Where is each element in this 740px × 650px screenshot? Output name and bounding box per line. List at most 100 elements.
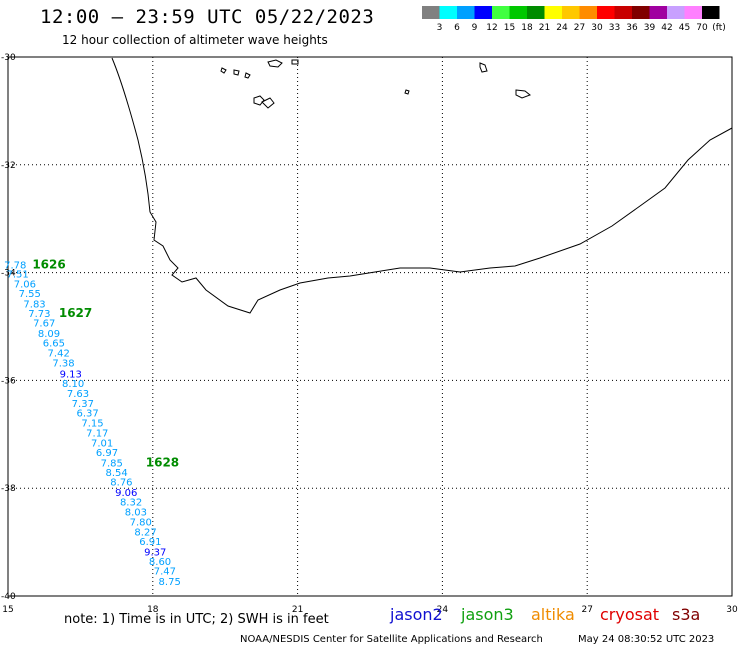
observation-labels: 7.787.517.067.557.837.737.678.096.657.42… [4, 258, 181, 588]
credit-line: NOAA/NESDIS Center for Satellite Applica… [240, 634, 543, 645]
legend-bin-label: 42 [661, 23, 672, 33]
legend-bin-label: 70 [696, 23, 708, 33]
wave-height-value: 9.13 [60, 369, 82, 380]
wave-height-value: 9.06 [115, 488, 137, 499]
wave-height-value: 8.32 [120, 498, 142, 509]
legend-bin-label: 27 [574, 23, 585, 33]
legend-jason3: jason3 [461, 605, 514, 624]
legend-swatch [632, 6, 650, 19]
legend-swatch [527, 6, 545, 19]
legend-swatch [439, 6, 457, 19]
coastline [111, 57, 733, 314]
wave-height-value: 6.37 [77, 409, 99, 420]
legend-s3a: s3a [672, 605, 701, 624]
lat-lon-grid: 15 18 21 24 27 30 -30 -32 -34 -36 -38 -40 [1, 53, 738, 615]
lat-tick-label: -34 [1, 269, 16, 279]
legend-swatch [422, 6, 440, 19]
time-label: 1626 [32, 258, 65, 272]
wave-height-value: 7.51 [7, 270, 29, 281]
wave-height-value: 7.06 [14, 279, 36, 290]
legend-swatch [562, 6, 580, 19]
legend-swatch [684, 6, 702, 19]
legend-swatch [667, 6, 685, 19]
footer-note: note: 1) Time is in UTC; 2) SWH is in fe… [64, 612, 329, 627]
island [220, 67, 227, 74]
legend-swatch [509, 6, 527, 19]
legend-bin-label: 3 [437, 23, 443, 33]
wave-height-value: 7.83 [23, 299, 45, 310]
wave-height-value: 7.67 [33, 319, 55, 330]
wave-height-value: 7.37 [72, 399, 94, 410]
island [253, 95, 265, 106]
legend-unit-label: (ft) [712, 23, 726, 33]
wave-height-value: 6.65 [43, 339, 65, 350]
island [479, 62, 488, 73]
legend-bin-label: 36 [626, 23, 638, 33]
wave-height-value: 7.85 [101, 458, 123, 469]
time-label: 1627 [59, 306, 92, 320]
island [261, 97, 275, 109]
lon-tick-label: 21 [292, 605, 303, 615]
legend-bin-label: 6 [454, 23, 460, 33]
legend-bin-label: 12 [486, 23, 497, 33]
wave-height-value: 9.37 [144, 547, 166, 558]
legend-swatch [597, 6, 615, 19]
legend-swatch [474, 6, 492, 19]
wave-height-value: 7.01 [91, 438, 113, 449]
legend-swatch [649, 6, 667, 19]
wave-height-value: 7.17 [86, 429, 108, 440]
legend-bin-label: 9 [472, 23, 478, 33]
lat-tick-label: -40 [1, 592, 16, 602]
wave-height-value: 8.76 [110, 478, 132, 489]
wave-height-value: 7.78 [4, 261, 26, 272]
lon-tick-label: 15 [2, 605, 13, 615]
wave-height-value: 8.09 [38, 329, 60, 340]
wave-height-value: 8.27 [134, 527, 156, 538]
wave-height-value: 7.42 [48, 348, 70, 359]
wave-height-value: 7.38 [52, 359, 74, 370]
wave-height-value: 8.60 [149, 557, 171, 568]
legend-bin-label: 24 [556, 23, 568, 33]
island [291, 59, 299, 65]
lat-tick-label: -36 [1, 376, 16, 386]
wave-height-value: 6.97 [96, 448, 118, 459]
island [515, 89, 531, 99]
generated-timestamp: May 24 08:30:52 UTC 2023 [578, 634, 715, 645]
legend-jason2: jason2 [390, 605, 443, 624]
legend-swatch [492, 6, 510, 19]
wave-height-value: 8.03 [125, 507, 147, 518]
legend-swatch [579, 6, 597, 19]
map-subtitle: 12 hour collection of altimeter wave hei… [62, 33, 328, 47]
wave-height-legend: 3 6 9 12 15 18 21 24 27 30 33 36 39 42 45 70 (ft) [422, 6, 726, 33]
legend-bin-label: 45 [679, 23, 690, 33]
island [267, 59, 283, 68]
lat-tick-label: -38 [1, 484, 16, 494]
map-frame [7, 56, 733, 597]
legend-swatch [544, 6, 562, 19]
island [244, 72, 251, 79]
wave-height-value: 8.75 [159, 577, 181, 588]
legend-bin-label: 33 [609, 23, 620, 33]
legend-bin-label: 39 [644, 23, 656, 33]
legend-swatch [702, 6, 720, 19]
lon-tick-label: 30 [726, 605, 738, 615]
legend-bin-label: 18 [521, 23, 533, 33]
south-africa-coastline [111, 57, 733, 314]
lon-tick-label: 18 [147, 605, 159, 615]
legend-bin-label: 21 [539, 23, 550, 33]
wave-height-value: 8.10 [62, 379, 84, 390]
island [404, 89, 410, 95]
lon-tick-label: 27 [581, 605, 592, 615]
legend-altika: altika [531, 605, 575, 624]
legend-cryosat: cryosat [600, 605, 660, 624]
wave-height-value: 7.55 [19, 289, 41, 300]
lon-tick-label: 24 [437, 605, 449, 615]
legend-bin-label: 15 [504, 23, 515, 33]
map-title: 12:00 – 23:59 UTC 05/22/2023 [40, 6, 375, 28]
wave-height-value: 6.91 [139, 537, 161, 548]
wave-height-value: 7.63 [67, 389, 89, 400]
legend-swatch [457, 6, 475, 19]
wave-height-value: 8.54 [105, 468, 127, 479]
lat-tick-label: -30 [1, 53, 16, 63]
